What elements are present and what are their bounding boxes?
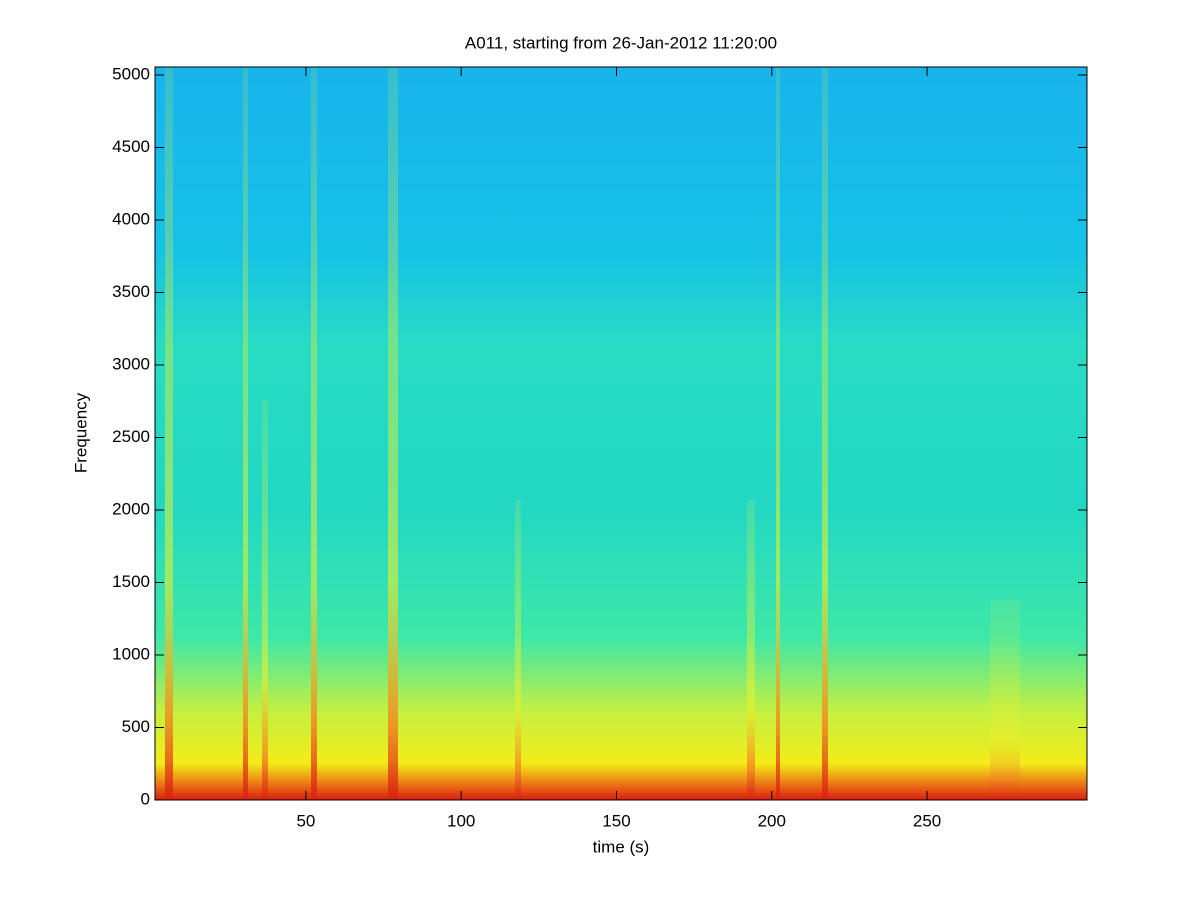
y-tick-label: 2500 <box>112 427 150 446</box>
y-tick-label: 1500 <box>112 572 150 591</box>
y-axis-label: Frequency <box>71 392 90 473</box>
y-tick-label: 1000 <box>112 644 150 663</box>
axes-box <box>154 66 1088 801</box>
y-tick-label: 4500 <box>112 137 150 156</box>
y-tick-label: 4000 <box>112 209 150 228</box>
x-tick-label: 200 <box>758 811 786 830</box>
y-tick-label: 5000 <box>112 64 150 83</box>
y-tick-label: 2000 <box>112 499 150 518</box>
x-tick-label: 100 <box>447 811 475 830</box>
y-tick-label: 3500 <box>112 282 150 301</box>
y-tick-label: 500 <box>122 717 150 736</box>
y-tick-label: 3000 <box>112 354 150 373</box>
x-axis-label: time (s) <box>593 837 650 856</box>
x-tick-label: 50 <box>296 811 315 830</box>
x-tick-label: 250 <box>913 811 941 830</box>
y-tick-label: 0 <box>141 789 150 808</box>
spectrogram-image <box>155 67 1087 800</box>
chart-title: A011, starting from 26-Jan-2012 11:20:00 <box>465 33 777 52</box>
x-tick-label: 150 <box>602 811 630 830</box>
